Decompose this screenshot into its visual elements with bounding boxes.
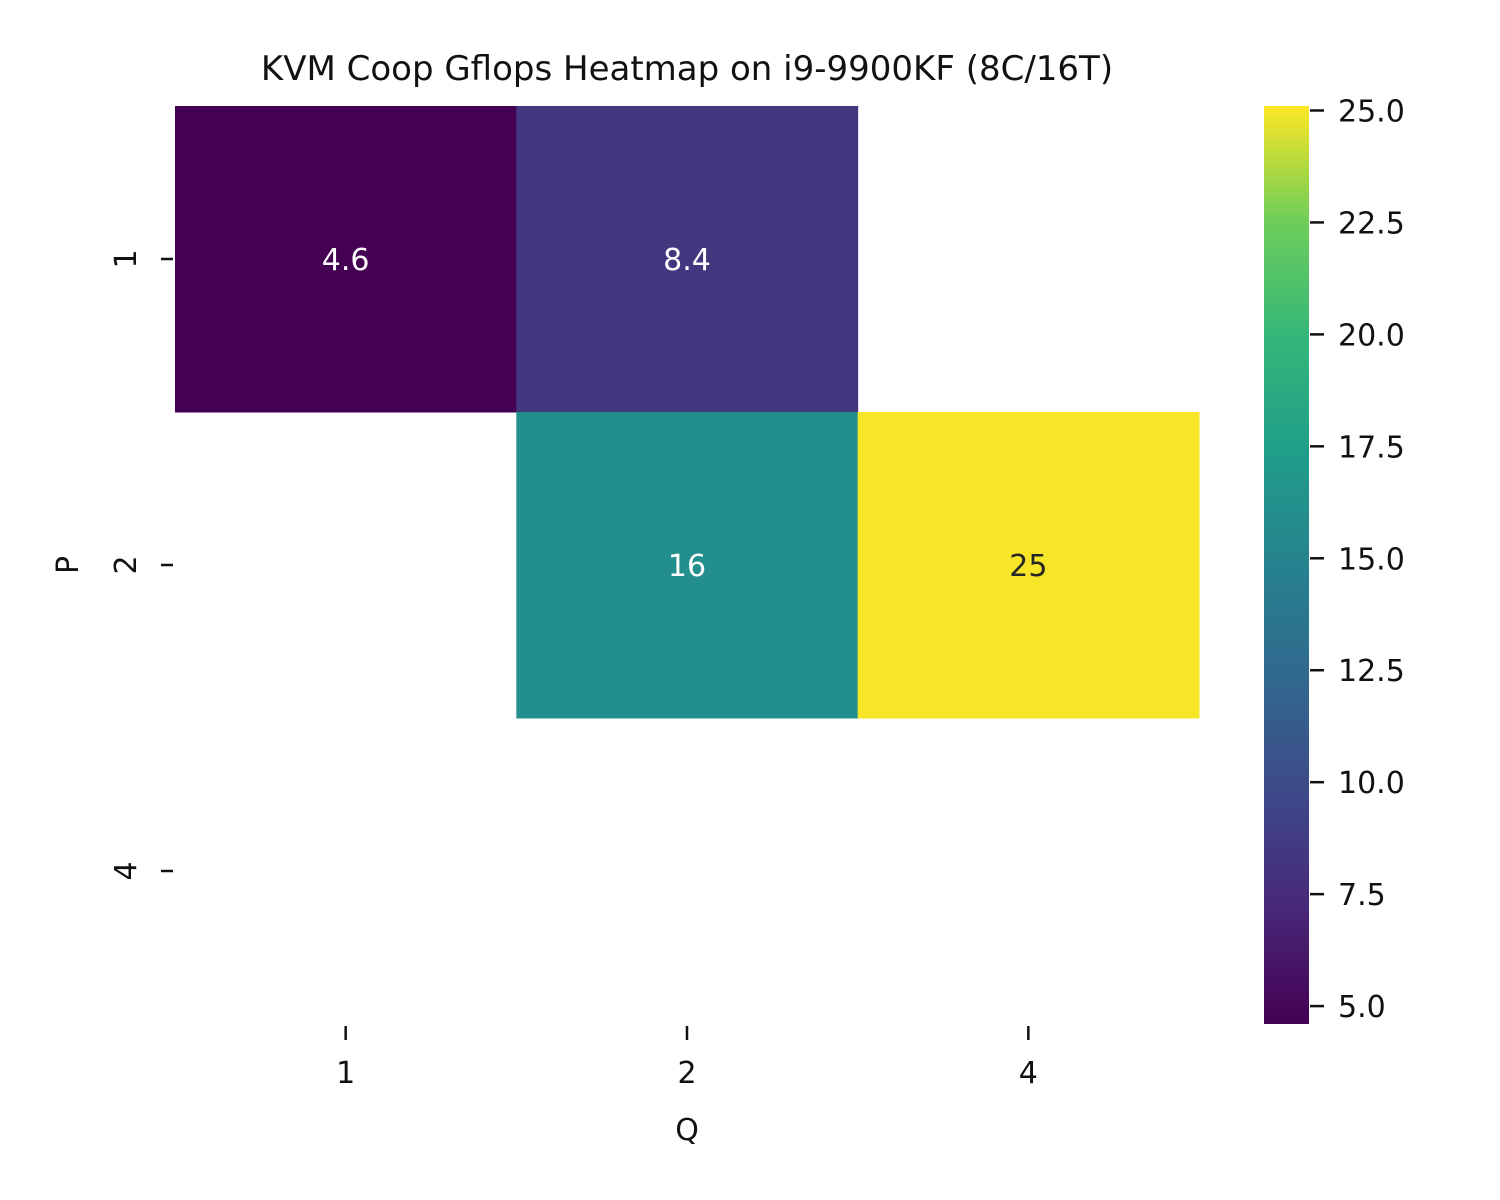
heatmap-cell [857,412,1200,719]
y-tick-label: 2 [109,555,144,574]
cell-value-label: 8.4 [663,243,711,278]
heatmap-cells: 4.6 8.4 16 25 [175,106,1200,719]
colorbar-tick-label: 20.0 [1338,318,1405,353]
colorbar-axis: 5.0 7.5 10.0 12.5 15.0 17.5 20.0 22.5 25.0 [1310,94,1405,1025]
x-axis: 1 2 4 [336,1026,1038,1091]
heatmap-cell [175,106,517,413]
y-axis: 1 2 4 [109,249,173,881]
colorbar [1264,106,1309,1024]
x-tick-label: 1 [336,1056,355,1091]
colorbar-tick-label: 25.0 [1338,94,1405,129]
colorbar-tick-label: 5.0 [1338,990,1386,1025]
colorbar-tick-label: 15.0 [1338,542,1405,577]
y-axis-label: P [51,556,86,574]
heatmap-cell [516,412,859,719]
x-tick-label: 4 [1019,1056,1038,1091]
cell-value-label: 25 [1009,549,1047,584]
colorbar-tick-label: 22.5 [1338,206,1405,241]
chart-title: KVM Coop Gflops Heatmap on i9-9900KF (8C… [261,49,1113,89]
colorbar-tick-label: 10.0 [1338,766,1405,801]
cell-value-label: 16 [668,549,706,584]
colorbar-tick-label: 12.5 [1338,654,1405,689]
colorbar-tick-label: 7.5 [1338,878,1386,913]
heatmap-cell [516,106,859,413]
y-tick-label: 1 [109,249,144,268]
x-tick-label: 2 [677,1056,696,1091]
y-tick-label: 4 [109,861,144,880]
colorbar-tick-label: 17.5 [1338,430,1405,465]
cell-value-label: 4.6 [322,243,370,278]
x-axis-label: Q [675,1113,699,1148]
